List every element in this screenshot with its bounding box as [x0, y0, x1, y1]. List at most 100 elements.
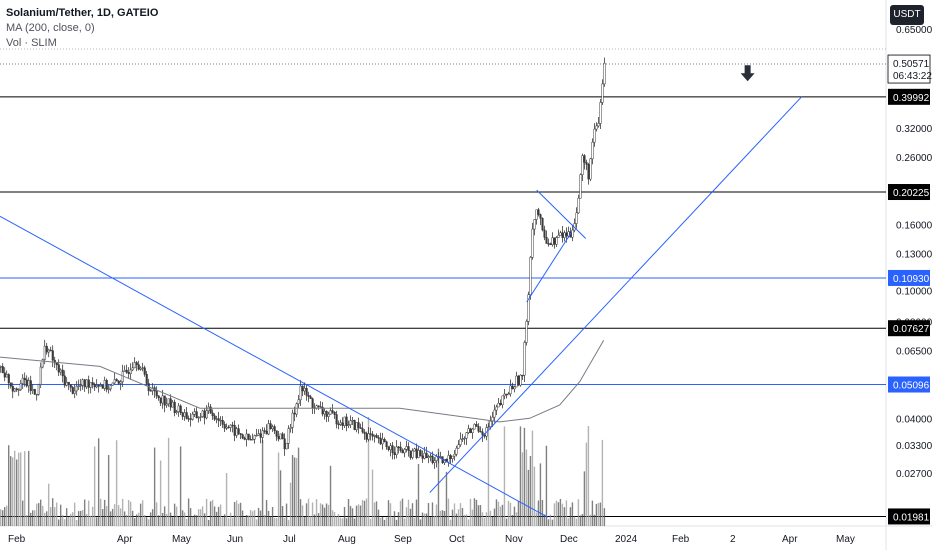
- candle[interactable]: [561, 232, 564, 238]
- candle[interactable]: [591, 141, 594, 160]
- candle[interactable]: [55, 362, 58, 366]
- candle[interactable]: [99, 384, 102, 387]
- candle[interactable]: [71, 387, 74, 394]
- candle[interactable]: [227, 426, 230, 429]
- candle[interactable]: [379, 437, 382, 445]
- candle[interactable]: [137, 364, 140, 370]
- candle[interactable]: [383, 439, 386, 443]
- candle[interactable]: [223, 424, 226, 429]
- candle[interactable]: [515, 375, 518, 388]
- candle[interactable]: [435, 456, 438, 461]
- ma200-line[interactable]: [0, 339, 605, 423]
- candle[interactable]: [287, 428, 290, 444]
- candle[interactable]: [149, 390, 152, 392]
- candle[interactable]: [539, 214, 542, 219]
- candle[interactable]: [127, 372, 130, 374]
- candle[interactable]: [477, 426, 480, 432]
- candle[interactable]: [447, 455, 450, 463]
- trendline[interactable]: [526, 231, 573, 303]
- candle[interactable]: [75, 385, 78, 392]
- candle[interactable]: [361, 428, 364, 433]
- candle[interactable]: [289, 427, 292, 429]
- candle[interactable]: [53, 359, 56, 364]
- candle[interactable]: [41, 359, 44, 368]
- legend-symbol[interactable]: Solanium/Tether, 1D, GATEIO: [6, 7, 159, 19]
- candle[interactable]: [393, 452, 396, 456]
- candle[interactable]: [181, 412, 184, 417]
- candle[interactable]: [155, 390, 158, 397]
- candle[interactable]: [25, 379, 28, 387]
- candle[interactable]: [247, 433, 250, 440]
- candle[interactable]: [521, 374, 524, 377]
- price-level-badge[interactable]: [888, 376, 930, 393]
- candle[interactable]: [575, 212, 578, 224]
- candle[interactable]: [355, 422, 358, 430]
- candle[interactable]: [503, 393, 506, 397]
- candle[interactable]: [283, 438, 286, 450]
- candle[interactable]: [229, 424, 232, 428]
- candle[interactable]: [183, 412, 186, 417]
- trendline[interactable]: [0, 215, 548, 518]
- candle[interactable]: [49, 349, 52, 352]
- candle[interactable]: [571, 229, 574, 238]
- candle[interactable]: [263, 430, 266, 432]
- trendline[interactable]: [536, 189, 587, 239]
- candle[interactable]: [369, 433, 372, 435]
- candle[interactable]: [481, 431, 484, 436]
- candle[interactable]: [455, 447, 458, 455]
- candle[interactable]: [7, 374, 10, 384]
- candle[interactable]: [551, 237, 554, 245]
- price-level-badge[interactable]: [888, 269, 930, 286]
- candle[interactable]: [349, 420, 352, 425]
- candle[interactable]: [505, 393, 508, 396]
- candle[interactable]: [275, 430, 278, 437]
- candle[interactable]: [29, 380, 32, 391]
- candle[interactable]: [243, 437, 246, 440]
- candle[interactable]: [537, 209, 540, 215]
- candle[interactable]: [579, 174, 582, 199]
- candle[interactable]: [507, 393, 510, 396]
- candle[interactable]: [255, 434, 258, 437]
- candle[interactable]: [587, 164, 590, 180]
- candle[interactable]: [427, 456, 430, 458]
- candle[interactable]: [163, 395, 166, 406]
- candle[interactable]: [375, 435, 378, 438]
- candle[interactable]: [501, 395, 504, 406]
- candle[interactable]: [67, 381, 70, 385]
- candle[interactable]: [601, 83, 604, 103]
- candle[interactable]: [51, 350, 54, 361]
- candle[interactable]: [545, 237, 548, 244]
- candle[interactable]: [235, 428, 238, 436]
- candle[interactable]: [467, 428, 470, 433]
- candle[interactable]: [421, 455, 424, 459]
- candle[interactable]: [331, 410, 334, 413]
- candle[interactable]: [563, 232, 566, 238]
- candle[interactable]: [89, 382, 92, 388]
- candle[interactable]: [261, 430, 264, 438]
- candle[interactable]: [425, 452, 428, 458]
- candle[interactable]: [391, 445, 394, 453]
- candle[interactable]: [395, 446, 398, 456]
- candle[interactable]: [559, 232, 562, 236]
- candle[interactable]: [399, 446, 402, 451]
- candle[interactable]: [281, 433, 284, 439]
- down-arrow-icon[interactable]: [740, 65, 755, 82]
- candle[interactable]: [73, 390, 76, 394]
- candle[interactable]: [203, 410, 206, 419]
- candle[interactable]: [157, 395, 160, 398]
- candle[interactable]: [381, 439, 384, 445]
- price-level-badge[interactable]: [888, 88, 930, 105]
- candle[interactable]: [191, 414, 194, 420]
- candle[interactable]: [299, 385, 302, 401]
- candle[interactable]: [159, 397, 162, 404]
- candle[interactable]: [365, 433, 368, 440]
- candle[interactable]: [585, 162, 588, 165]
- candle[interactable]: [371, 433, 374, 437]
- candle[interactable]: [291, 412, 294, 428]
- candle[interactable]: [125, 369, 128, 373]
- candle[interactable]: [463, 437, 466, 440]
- candle[interactable]: [205, 410, 208, 419]
- candle[interactable]: [341, 422, 344, 426]
- candle[interactable]: [129, 369, 132, 374]
